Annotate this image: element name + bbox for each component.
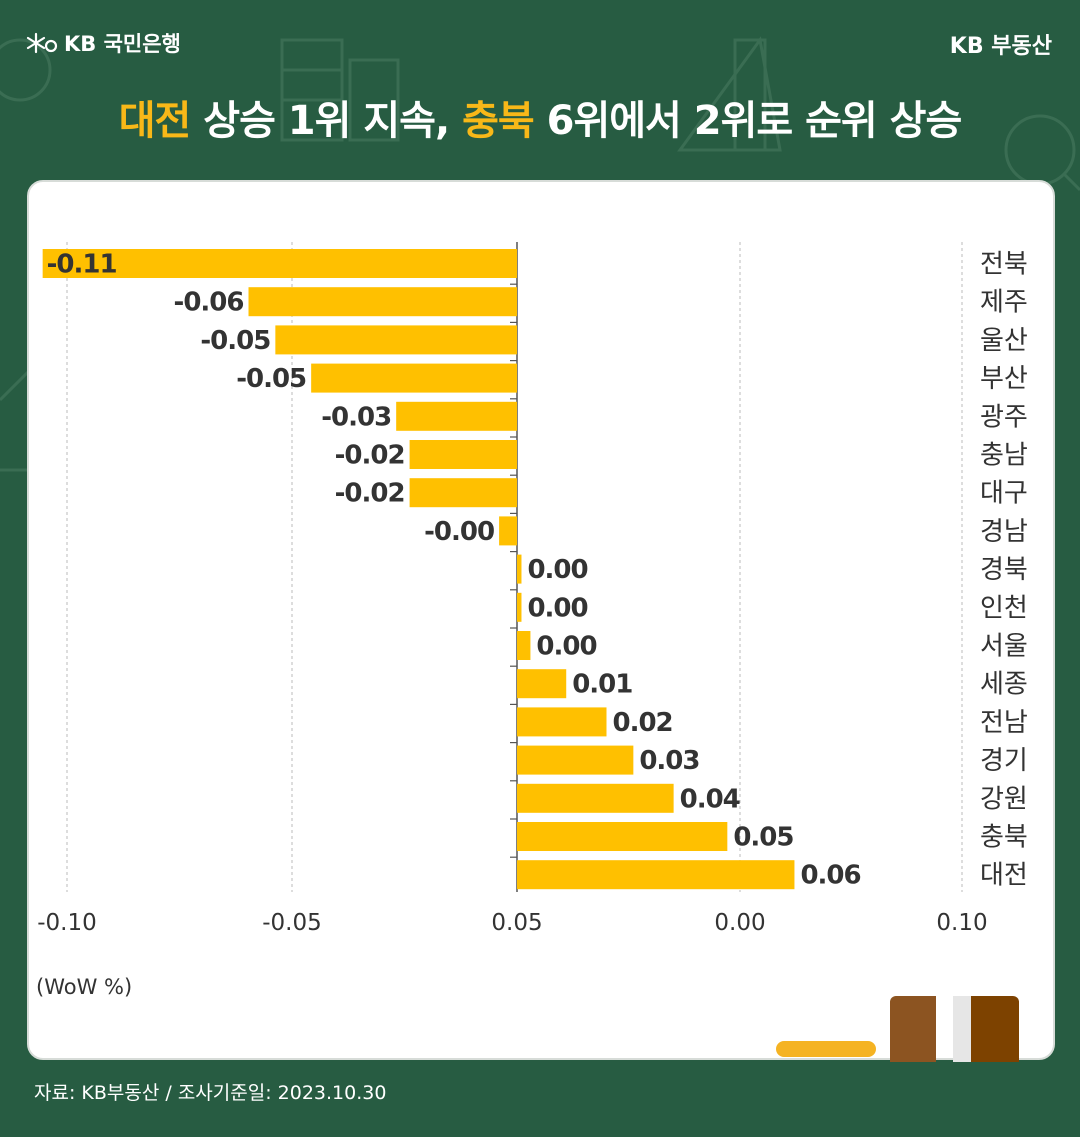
x-tick-label: 0.00: [714, 910, 765, 936]
data-label: 0.00: [527, 593, 587, 623]
data-label: 0.03: [639, 746, 699, 776]
bar: [248, 287, 517, 317]
category-label: 광주: [980, 402, 1028, 432]
bar: [517, 631, 531, 660]
bar: [517, 707, 607, 737]
category-label: 부산: [980, 364, 1028, 394]
bar: [517, 860, 795, 890]
data-label: -0.02: [335, 441, 405, 471]
data-label: 0.04: [680, 784, 740, 814]
bar: [275, 325, 517, 355]
data-label: 0.01: [572, 670, 632, 700]
data-label: 0.00: [536, 632, 596, 662]
bar: [42, 249, 518, 278]
category-label: 강원: [980, 784, 1028, 814]
headline-part: 6위에서 2위로 순위 상승: [533, 98, 963, 144]
decor-pencil: [776, 1041, 876, 1057]
bar: [517, 592, 522, 622]
data-label: 0.05: [733, 823, 793, 853]
bar: [517, 745, 634, 775]
data-label: 0.02: [613, 708, 673, 738]
category-label: 인천: [980, 593, 1028, 623]
x-tick-label: 0.05: [491, 910, 542, 936]
category-label: 대구: [980, 479, 1028, 509]
x-tick-label: -0.10: [37, 910, 97, 936]
category-label: 대전: [980, 861, 1028, 891]
decor-book: [971, 996, 1019, 1062]
headline-part: 상승 1위 지속,: [190, 98, 463, 144]
source-footer: 자료: KB부동산 / 조사기준일: 2023.10.30: [34, 1082, 387, 1104]
category-label: 서울: [980, 632, 1028, 662]
headline-part: 충북: [462, 98, 535, 144]
kb-bank-logo: KB 국민은행: [26, 28, 181, 58]
data-label: -0.06: [174, 288, 244, 318]
x-tick-label: -0.05: [262, 910, 322, 936]
bar: [499, 516, 517, 546]
x-tick-label: 0.10: [936, 910, 987, 936]
category-label: 충북: [980, 823, 1028, 853]
bar: [517, 669, 567, 699]
data-label: -0.05: [200, 326, 270, 356]
kb-star-icon: [26, 32, 58, 54]
category-label: 경기: [980, 746, 1028, 776]
headline-part: 대전: [118, 98, 192, 144]
category-label: 울산: [980, 326, 1028, 356]
category-label: 전남: [980, 708, 1028, 738]
brand-name: KB 부동산: [949, 34, 1052, 59]
decor-book: [953, 996, 971, 1062]
category-label: 경북: [980, 555, 1028, 585]
data-label: 0.06: [800, 861, 860, 891]
category-label: 세종: [980, 670, 1028, 700]
category-label: 제주: [980, 288, 1028, 318]
bar: [409, 440, 517, 469]
category-label: 전북: [980, 250, 1028, 280]
data-label: -0.00: [424, 517, 494, 547]
bar: [409, 478, 517, 508]
data-label: -0.05: [236, 364, 306, 394]
data-label: 0.00: [527, 555, 587, 585]
bar: [396, 401, 517, 431]
bar: [517, 822, 728, 851]
category-label: 경남: [980, 517, 1028, 547]
unit-label: (WoW %): [36, 975, 133, 999]
bar: [311, 363, 517, 393]
bar: [517, 554, 522, 584]
chart-card: [27, 180, 1055, 1060]
bar: [517, 783, 674, 813]
data-label: -0.02: [335, 479, 405, 509]
data-label: -0.03: [321, 402, 391, 432]
category-label: 충남: [980, 441, 1028, 471]
data-label: -0.11: [47, 250, 117, 280]
headline: 대전 상승 1위 지속, 충북 6위에서 2위로 순위 상승: [0, 88, 1080, 146]
decor-book: [890, 996, 936, 1062]
logo-text: KB 국민은행: [64, 32, 181, 56]
